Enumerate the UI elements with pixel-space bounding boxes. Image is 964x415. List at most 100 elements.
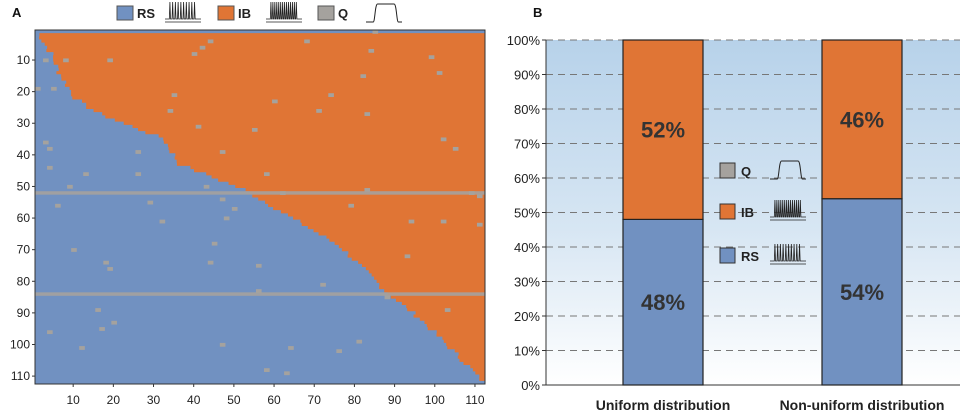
q-cell [107, 58, 113, 63]
heatmap-cells [35, 30, 485, 384]
y-tick-label: 50 [17, 179, 31, 193]
x-category-label: Uniform distribution [596, 397, 731, 413]
q-cell [404, 254, 411, 259]
q-cell [43, 140, 49, 145]
q-cell [384, 295, 391, 300]
q-cell [336, 349, 342, 354]
legend-swatch [719, 247, 736, 264]
y-tick-label: 110 [11, 369, 30, 383]
legend-swatch [217, 5, 235, 21]
x-tick-label: 20 [107, 393, 121, 407]
q-cell [195, 124, 202, 129]
x-tick-label: 50 [227, 393, 241, 407]
intrinsic-bursting-trace-icon [266, 1, 302, 23]
legend-label: RS [741, 249, 759, 264]
legend-item-q: Q [317, 3, 402, 23]
legend-b-item-rs: RS [719, 243, 806, 265]
legend-item-rs: RS [116, 1, 201, 23]
y-tick-label: 20 [17, 85, 31, 99]
heatmap-x-ticks: 10 20 30 40 50 60 70 80 90 100 110 [66, 384, 485, 407]
y-tick-label: 30 [17, 116, 31, 130]
q-row [35, 191, 485, 195]
legend-label: Q [741, 164, 751, 179]
legend-item-ib: IB [217, 1, 302, 23]
q-cell [436, 71, 443, 75]
q-cell [280, 191, 286, 195]
heatmap-frame [34, 29, 486, 385]
y-tick-label: 90 [17, 306, 31, 320]
q-cell [452, 146, 459, 151]
q-cell [35, 86, 41, 91]
q-cell [440, 219, 447, 224]
y-tick-label: 100 [10, 337, 30, 351]
q-cell [55, 203, 61, 208]
y-tick-label: 70% [514, 137, 540, 152]
legend-swatch [116, 5, 134, 21]
y-tick-label: 80% [514, 102, 540, 117]
q-cell [251, 127, 258, 132]
panel-a-label: A [12, 5, 22, 20]
q-cell [135, 150, 142, 154]
regular-spiking-trace-icon [165, 1, 201, 23]
legend-swatch [317, 5, 335, 21]
legend-swatch [719, 203, 736, 220]
q-cell [67, 184, 73, 189]
heatmap-panel: 10 20 30 40 50 60 70 80 90 100 110 10 20 30 40 50 60 70 8… [10, 29, 486, 407]
q-cell [476, 194, 483, 199]
x-tick-label: 40 [187, 393, 201, 407]
q-cell [199, 45, 206, 50]
y-tick-label: 0% [521, 378, 540, 393]
bar-segment-rs [821, 198, 903, 386]
q-cell [428, 55, 435, 60]
q-cell [71, 248, 77, 252]
regular-spiking-trace-icon [770, 243, 806, 265]
q-cell [203, 184, 210, 189]
x-tick-label: 60 [267, 393, 281, 407]
q-cell [51, 86, 57, 91]
y-tick-label: 10% [514, 344, 540, 359]
legend-label: IB [741, 205, 754, 220]
y-tick-label: 60 [17, 211, 31, 225]
q-cell [47, 165, 53, 170]
q-cell [364, 112, 371, 116]
q-cell [47, 330, 53, 335]
x-tick-label: 10 [66, 393, 80, 407]
legend-a: RS IB Q [116, 1, 402, 23]
q-cell [440, 137, 447, 142]
y-tick-label: 100% [507, 33, 541, 48]
legend-label: IB [238, 6, 251, 21]
q-cell [207, 260, 214, 265]
q-cell [356, 339, 363, 344]
bar-value-label: 48% [641, 290, 685, 315]
quiescent-step-trace-icon [770, 160, 806, 180]
q-cell [103, 260, 109, 265]
q-cell [47, 146, 53, 151]
y-tick-label: 30% [514, 275, 540, 290]
q-cell [219, 150, 226, 154]
q-cell [207, 39, 214, 44]
q-cell [255, 263, 262, 268]
q-cell [328, 93, 334, 98]
q-cell [147, 200, 154, 205]
q-cell [476, 222, 483, 227]
q-cell [63, 58, 69, 63]
y-tick-label: 20% [514, 309, 540, 324]
y-tick-label: 80 [17, 274, 31, 288]
q-cell [79, 346, 85, 350]
q-cell [219, 197, 226, 202]
x-tick-label: 110 [465, 393, 484, 407]
q-cell [191, 52, 198, 56]
q-cell [360, 74, 367, 79]
y-tick-label: 60% [514, 171, 540, 186]
y-tick-label: 50% [514, 206, 540, 221]
q-cell [444, 308, 451, 312]
panel-b-label: B [533, 5, 542, 20]
q-cell [167, 109, 174, 113]
q-cell [288, 346, 294, 350]
legend-b-item-q: Q [719, 160, 806, 180]
stacked-bar-panel: 0% 10% 20% 30% 40% 50% 60% 70% 80% 90% 100% 48% 52%… [507, 33, 960, 413]
q-cell [284, 371, 290, 376]
x-category-label: Non-uniform distribution [780, 397, 945, 413]
legend-b-item-ib: IB [719, 199, 806, 221]
